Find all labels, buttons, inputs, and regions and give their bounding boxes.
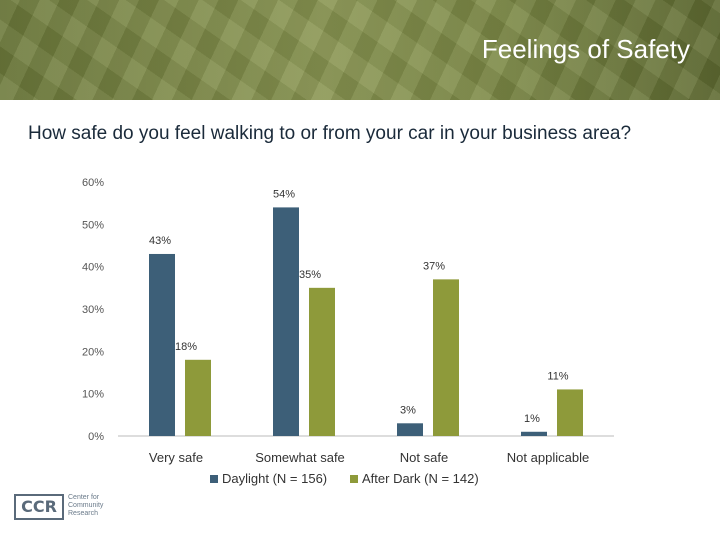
y-tick-label: 50%	[82, 219, 104, 231]
legend-entry: After Dark (N = 142)	[362, 471, 479, 486]
legend-swatch	[350, 475, 358, 483]
x-tick-label: Not safe	[400, 450, 448, 465]
data-label: 37%	[423, 260, 445, 272]
bar	[309, 287, 335, 436]
data-label: 1%	[524, 413, 540, 425]
data-label: 43%	[149, 235, 171, 247]
data-label: 35%	[299, 269, 321, 281]
logo-line-1: Center for	[68, 494, 100, 501]
y-tick-label: 30%	[82, 304, 104, 316]
data-label: 3%	[400, 404, 416, 416]
y-tick-label: 60%	[82, 177, 104, 189]
bar	[273, 207, 299, 436]
y-tick-label: 0%	[88, 431, 104, 443]
logo-text: Center for Community Research	[68, 494, 128, 518]
survey-question: How safe do you feel walking to or from …	[28, 123, 632, 144]
ccr-logo: CCR Center for Community Research	[14, 494, 124, 524]
y-tick-label: 40%	[82, 262, 104, 274]
y-tick-label: 10%	[82, 389, 104, 401]
page-title: Feelings of Safety	[481, 34, 690, 64]
legend-swatch	[210, 475, 218, 483]
bar	[557, 389, 583, 436]
bar	[185, 359, 211, 436]
bar-chart: 0% 10% 20% 30% 40% 50% 60% 43% 18% Very safe 54% 35…	[82, 177, 614, 486]
y-tick-label: 20%	[82, 346, 104, 358]
bar	[149, 253, 175, 436]
header-banner: Feelings of Safety	[0, 0, 720, 100]
logo-line-3: Research	[68, 510, 98, 517]
logo-abbr: CCR	[14, 494, 64, 520]
bar	[433, 279, 459, 436]
data-label: 18%	[175, 341, 197, 353]
data-label: 54%	[273, 188, 295, 200]
bar	[397, 423, 423, 436]
x-tick-label: Very safe	[149, 450, 203, 465]
logo-line-2: Community	[68, 502, 104, 509]
bar	[521, 431, 547, 436]
x-tick-label: Not applicable	[507, 450, 589, 465]
x-tick-label: Somewhat safe	[255, 450, 345, 465]
legend-entry: Daylight (N = 156)	[222, 471, 327, 486]
data-label: 11%	[547, 370, 568, 382]
